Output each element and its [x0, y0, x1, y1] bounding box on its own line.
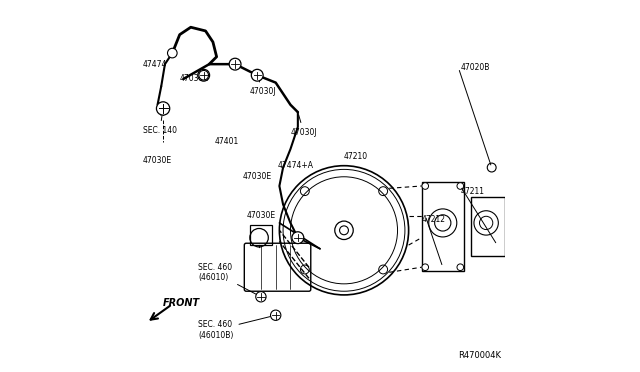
Circle shape — [457, 264, 463, 270]
Circle shape — [198, 69, 210, 81]
Text: 47030E: 47030E — [143, 155, 172, 165]
Circle shape — [271, 310, 281, 320]
Text: 47212: 47212 — [422, 215, 445, 224]
Text: 47030E: 47030E — [243, 172, 271, 181]
Bar — [472, 197, 504, 256]
Circle shape — [199, 70, 209, 80]
Text: 47030J: 47030J — [291, 115, 317, 137]
Circle shape — [168, 48, 177, 58]
Text: 47401: 47401 — [215, 137, 239, 146]
Circle shape — [457, 183, 463, 189]
Text: SEC. 460
(46010): SEC. 460 (46010) — [198, 263, 259, 295]
Text: FRONT: FRONT — [163, 298, 200, 308]
Bar — [422, 182, 464, 271]
Circle shape — [292, 232, 304, 244]
Circle shape — [422, 183, 429, 189]
Text: 47211: 47211 — [460, 187, 484, 196]
Text: 47474+A: 47474+A — [278, 161, 314, 170]
Text: SEC. 460
(46010B): SEC. 460 (46010B) — [198, 316, 273, 340]
Bar — [250, 225, 272, 245]
Circle shape — [422, 264, 429, 270]
Circle shape — [256, 292, 266, 302]
Circle shape — [252, 69, 263, 81]
Circle shape — [229, 58, 241, 70]
Text: 47030J: 47030J — [250, 78, 276, 96]
Text: 47474: 47474 — [143, 55, 170, 69]
Circle shape — [156, 102, 170, 115]
Text: 47030E: 47030E — [180, 74, 209, 83]
Text: 47020B: 47020B — [460, 63, 490, 72]
Text: 47210: 47210 — [344, 152, 368, 161]
Text: 47030E: 47030E — [246, 211, 275, 220]
Circle shape — [487, 163, 496, 172]
Text: SEC. 140: SEC. 140 — [143, 112, 177, 135]
Text: R470004K: R470004K — [458, 350, 501, 359]
Circle shape — [340, 226, 348, 235]
